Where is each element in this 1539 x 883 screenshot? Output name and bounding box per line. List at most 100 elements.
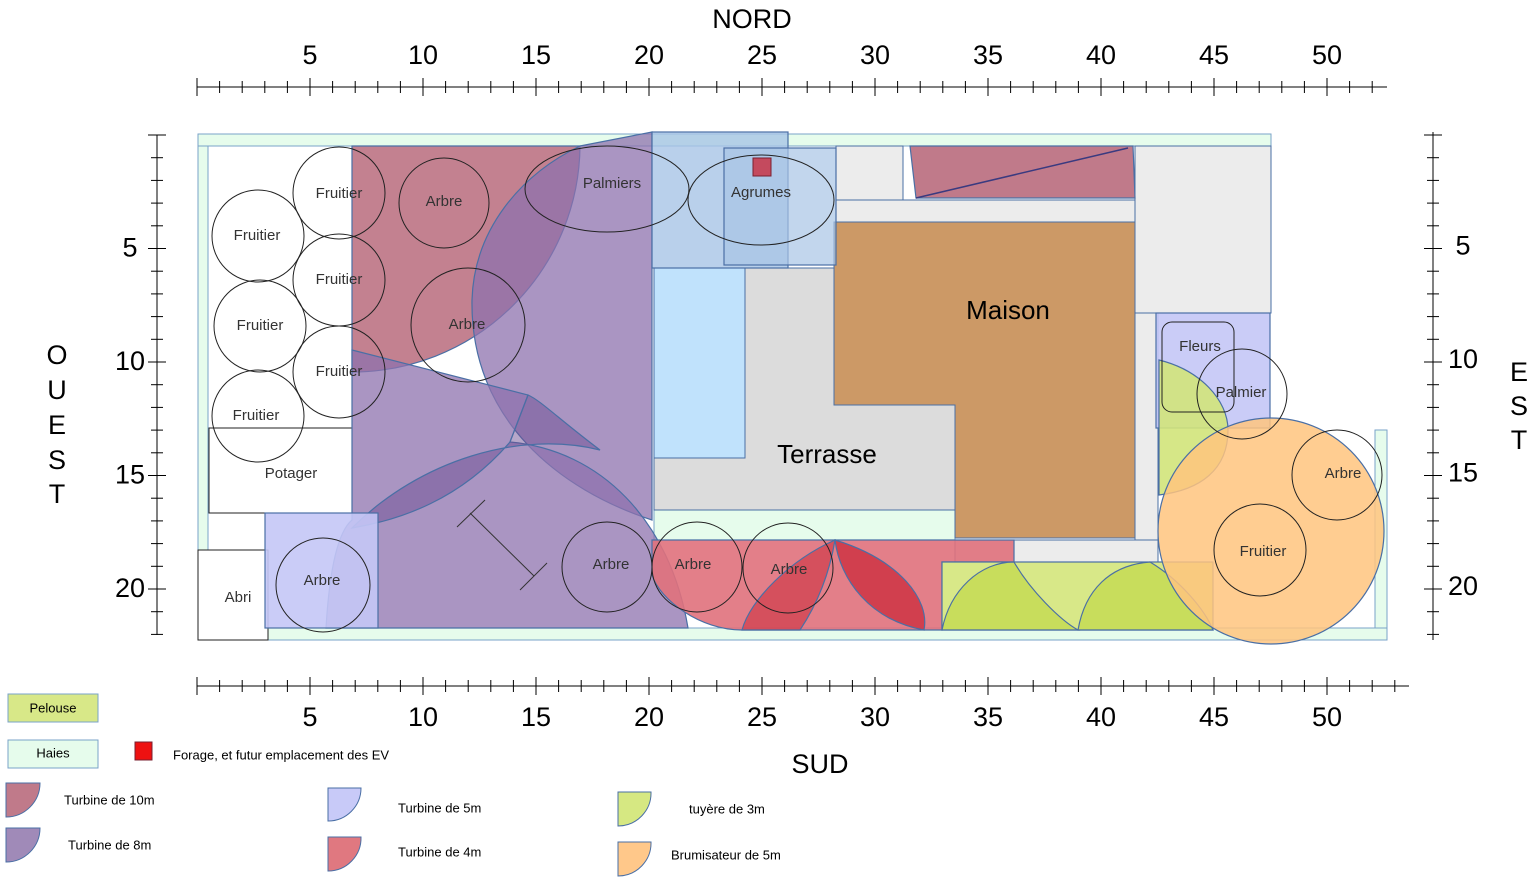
ruler-labels: 5 5 10 10 15 15 20 20 25 25 30 30 35 35 40 40 45 45 50 50 5 5… [115, 40, 1478, 732]
compass-west-letter: T [49, 479, 66, 509]
legend-swatch-turbine10 [5, 782, 41, 818]
ruler-label-bottom: 40 [1086, 702, 1116, 732]
ruler-label-bottom: 30 [860, 702, 890, 732]
ruler-label-top: 20 [634, 40, 664, 70]
abri-area [197, 549, 269, 641]
compass-east-letter: S [1510, 391, 1528, 421]
legend-swatch-forage [134, 741, 153, 761]
turbine-10m-line [915, 147, 1129, 199]
plants: Fruitier Fruitier Fruitier Fruitier Frui… [211, 145, 1383, 633]
ruler-label-bottom: 10 [408, 702, 438, 732]
ruler-label-right: 15 [1448, 458, 1478, 488]
compass-south: SUD [791, 749, 848, 779]
legend-brumisateur5: Brumisateur de 5m [671, 847, 781, 862]
fruitier-label: Fruitier [234, 227, 281, 244]
ruler-label-left: 5 [122, 233, 137, 263]
compass-east-letter: E [1510, 357, 1528, 387]
hedges [197, 133, 1388, 641]
ruler-label-bottom: 45 [1199, 702, 1229, 732]
arbre-label: Arbre [426, 193, 463, 210]
arbre-label: Arbre [593, 556, 630, 573]
forage-marker [752, 157, 772, 177]
agrumes-label: Agrumes [731, 184, 791, 201]
potager-area [208, 427, 353, 514]
ruler-label-bottom: 50 [1312, 702, 1342, 732]
fruitier-label: Fruitier [237, 317, 284, 334]
ruler-label-top: 10 [408, 40, 438, 70]
ruler-label-right: 10 [1448, 344, 1478, 374]
pool-area [653, 267, 746, 459]
legend-tuyere3: tuyère de 3m [689, 801, 765, 816]
ruler-label-bottom: 5 [302, 702, 317, 732]
terrasse-label: Terrasse [777, 439, 877, 469]
legend-haies: Haies [36, 745, 70, 760]
ruler-label-bottom: 25 [747, 702, 777, 732]
legend: Pelouse Haies Forage, et futur emplaceme… [5, 693, 781, 877]
ruler-label-top: 25 [747, 40, 777, 70]
ruler-label-right: 5 [1455, 231, 1470, 261]
legend-swatch-tuyere3 [617, 791, 652, 827]
legend-swatch-turbine4 [327, 836, 362, 872]
ruler-label-top: 5 [302, 40, 317, 70]
fruitier-label: Fruitier [1240, 543, 1287, 560]
ruler-label-top: 15 [521, 40, 551, 70]
legend-swatch-turbine5 [327, 787, 362, 822]
ruler-label-right: 20 [1448, 571, 1478, 601]
ruler-label-top: 50 [1312, 40, 1342, 70]
compass-east-letter: T [1511, 425, 1528, 455]
legend-swatch-pelouse [7, 693, 99, 723]
rulers [148, 78, 1442, 695]
potager-label: Potager [265, 465, 318, 482]
legend-turbine10: Turbine de 10m [64, 792, 155, 807]
turbine-4m-overlap [834, 539, 926, 631]
compass-west-letter: O [46, 340, 67, 370]
legend-swatch-brumisateur5 [617, 841, 652, 877]
compass-west: O U E S T [46, 340, 67, 509]
legend-pelouse: Pelouse [30, 700, 77, 715]
legend-swatch-turbine8 [5, 827, 41, 863]
turbine-5m-zone [264, 512, 379, 629]
arbre-label: Arbre [449, 316, 486, 333]
maison-label: Maison [966, 295, 1050, 325]
ruler-label-top: 45 [1199, 40, 1229, 70]
arbre-label: Arbre [675, 556, 712, 573]
legend-turbine8: Turbine de 8m [68, 837, 151, 852]
turbine-8m-overlap [350, 394, 601, 529]
palmiers-label: Palmiers [583, 175, 641, 192]
ruler-label-top: 35 [973, 40, 1003, 70]
ruler-label-top: 40 [1086, 40, 1116, 70]
legend-turbine4: Turbine de 4m [398, 844, 481, 859]
maison-area [833, 221, 1136, 539]
turbine-5m-zone [723, 147, 837, 266]
ruler-label-top: 30 [860, 40, 890, 70]
arbre-label: Arbre [771, 561, 808, 578]
compass-west-letter: S [48, 445, 66, 475]
compass-west-letter: E [48, 410, 66, 440]
legend-turbine5: Turbine de 5m [398, 800, 481, 815]
arbre-label: Arbre [1325, 465, 1362, 482]
brumisateur-5m-zone [1157, 417, 1385, 645]
ruler-label-left: 20 [115, 573, 145, 603]
fleurs-label: Fleurs [1179, 338, 1221, 355]
abri-label: Abri [225, 589, 252, 606]
palmier-label: Palmier [1216, 384, 1267, 401]
ruler-label-bottom: 35 [973, 702, 1003, 732]
legend-swatch-haies [7, 739, 99, 769]
dimension-marker [456, 499, 548, 591]
ruler-label-left: 10 [115, 346, 145, 376]
arbre-label: Arbre [304, 572, 341, 589]
tuyere-3m-zone [941, 561, 1081, 631]
ruler-label-bottom: 15 [521, 702, 551, 732]
compass-north: NORD [712, 4, 792, 34]
fruitier-label: Fruitier [233, 407, 280, 424]
legend-forage: Forage, et futur emplacement des EV [173, 747, 389, 762]
ruler-label-left: 15 [115, 460, 145, 490]
compass-west-letter: U [47, 375, 67, 405]
turbine-4m-overlap [741, 538, 836, 631]
fruitier-label: Fruitier [316, 185, 363, 202]
fruitier-label: Fruitier [316, 363, 363, 380]
ruler-label-bottom: 20 [634, 702, 664, 732]
compass-east: E S T [1510, 357, 1528, 455]
fruitier-label: Fruitier [316, 271, 363, 288]
